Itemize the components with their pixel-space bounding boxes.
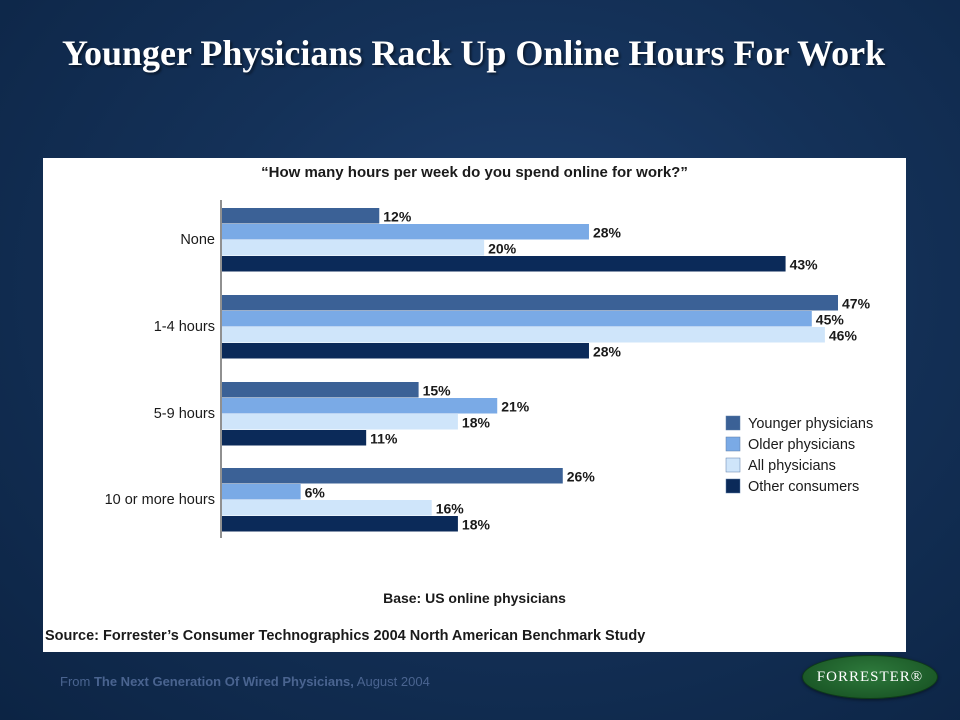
bar (222, 500, 432, 516)
legend-swatch (725, 457, 741, 473)
from-prefix: From (60, 674, 94, 689)
bar (222, 311, 812, 327)
bar-value-label: 46% (829, 328, 858, 344)
bar (222, 240, 485, 256)
legend-label: Other consumers (748, 479, 859, 495)
source-note: Source: Forrester’s Consumer Technograph… (45, 628, 646, 644)
bar-value-label: 18% (462, 517, 491, 533)
bar-value-label: 11% (370, 431, 398, 447)
legend-label: Younger physicians (748, 416, 873, 432)
bar (222, 468, 563, 484)
legend-label: All physicians (748, 458, 836, 474)
from-date: August 2004 (353, 674, 430, 689)
bar-value-label: 47% (842, 296, 871, 312)
from-report-title: The Next Generation Of Wired Physicians, (93, 674, 354, 689)
category-label: 5-9 hours (154, 406, 215, 422)
from-line: From The Next Generation Of Wired Physic… (60, 674, 430, 689)
bar (222, 256, 786, 272)
bar-value-label: 26% (567, 469, 596, 485)
category-label: 1-4 hours (154, 319, 215, 335)
category-label: None (180, 232, 215, 248)
legend-swatch (725, 478, 741, 494)
bar (222, 516, 458, 532)
logo-text: FORRESTER® (816, 668, 924, 685)
legend-label: Older physicians (748, 437, 855, 453)
forrester-logo: FORRESTER® (802, 655, 938, 699)
bar (222, 224, 589, 240)
chart-panel: “How many hours per week do you spend on… (43, 158, 906, 652)
bar-value-label: 28% (593, 225, 622, 241)
bar-value-label: 16% (436, 501, 465, 517)
bar (222, 295, 838, 311)
legend-swatch (725, 436, 741, 452)
bar-value-label: 43% (790, 257, 819, 273)
bar (222, 484, 301, 500)
bar (222, 343, 589, 359)
bar-value-label: 28% (593, 344, 622, 360)
bar-value-label: 18% (462, 415, 491, 431)
bar-value-label: 45% (816, 312, 845, 328)
bar-chart: None 12% 28% 20% 43% 1-4 hours 47%45%46% 28% 5-9… (105, 200, 873, 538)
bar-value-label: 21% (501, 399, 530, 415)
category-label: 10 or more hours (105, 492, 215, 508)
legend-swatch (725, 415, 741, 431)
bar (222, 327, 825, 343)
bar-value-label: 6% (305, 485, 326, 501)
bar (222, 382, 419, 398)
base-note: Base: US online physicians (383, 590, 566, 606)
bar (222, 398, 498, 414)
bar-value-label: 20% (488, 241, 517, 257)
bar (222, 430, 367, 446)
bar-value-label: 12% (383, 209, 412, 225)
slide-title: Younger Physicians Rack Up Online Hours … (62, 33, 886, 73)
bar-value-label: 15% (423, 383, 452, 399)
bar (222, 414, 458, 430)
bar (222, 208, 380, 224)
chart-question: “How many hours per week do you spend on… (261, 164, 688, 181)
